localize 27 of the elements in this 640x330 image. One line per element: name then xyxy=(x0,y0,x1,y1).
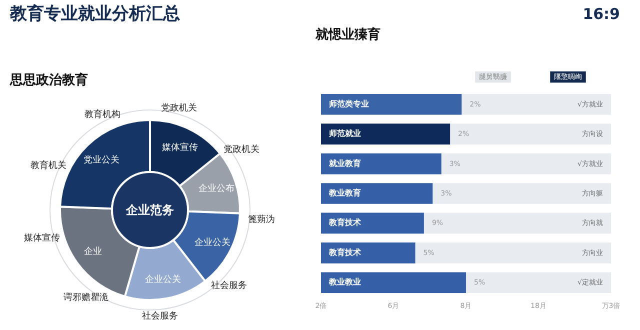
text: 社会服务 xyxy=(211,280,248,291)
y-tick-label: 教育技术 xyxy=(328,217,362,228)
text: 教育机关 xyxy=(30,160,66,172)
text: 16:9 xyxy=(582,5,620,23)
text: 谔邪赡瞿洈 xyxy=(63,292,108,303)
text: 教育机构 xyxy=(84,108,121,120)
slice-label: 党业公关 xyxy=(83,154,120,166)
text: 媒体宣传 xyxy=(24,232,60,244)
chart-title: 就愢业獉育 xyxy=(314,26,380,42)
y-tick-label: 就业教育 xyxy=(328,158,361,168)
slice-label: 媒体宣传 xyxy=(162,142,198,153)
slice-label: 企业公关 xyxy=(145,274,182,285)
chart-subtitle: 思思政治教育 xyxy=(9,72,88,88)
y-tick-label: 教业教业 xyxy=(328,278,361,287)
text: 社会服务 xyxy=(142,310,178,322)
y-tick-label: 教育技术 xyxy=(328,246,362,257)
slice-label: 企业公关 xyxy=(194,236,230,248)
text: 篦蒴沩 xyxy=(248,214,276,226)
text: 党政机关 xyxy=(160,102,197,114)
y-tick-label: 教业教育 xyxy=(328,188,361,198)
y-tick-label: 师范就业 xyxy=(328,129,361,138)
y-tick-label: 师范类专业 xyxy=(328,99,369,108)
text: 党政机关 xyxy=(224,144,260,156)
chart-title: 教育专业就业分析汇总 xyxy=(9,3,180,24)
slice-label: 企业公布 xyxy=(198,182,234,194)
text: 企业范务 xyxy=(125,203,174,217)
slice-label: 企业 xyxy=(84,246,102,257)
